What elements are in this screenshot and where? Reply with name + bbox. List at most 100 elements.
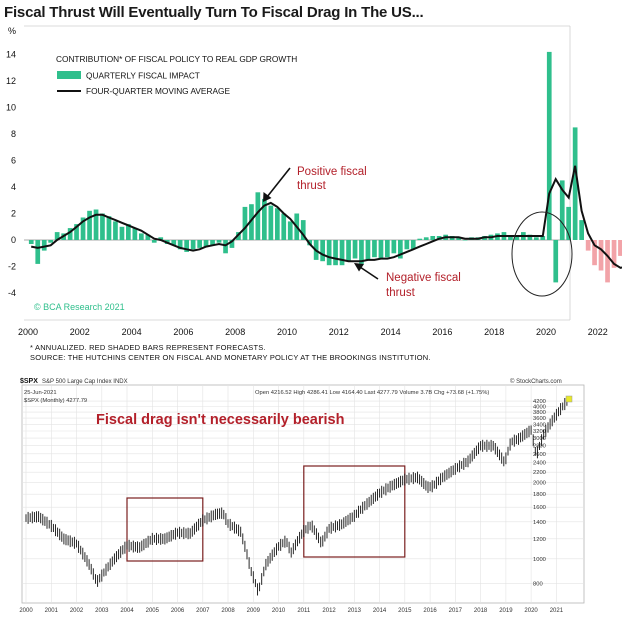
fiscal-impact-bar [579,220,584,240]
top-x-tick: 2016 [432,327,452,337]
fiscal-impact-bar [365,240,371,260]
spx-x-tick: 2007 [196,608,210,614]
spx-x-tick: 2012 [322,608,336,614]
fiscal-impact-bar [553,240,559,283]
top-y-unit: % [8,26,16,36]
spx-y-tick: 1800 [533,492,546,498]
fiscal-impact-bar [126,224,131,240]
bca-watermark: © BCA Research 2021 [34,302,125,312]
fiscal-impact-bar [592,240,597,266]
fiscal-impact-bar [80,217,86,240]
fiscal-impact-bar [585,240,591,251]
fiscal-drag-headline: Fiscal drag isn't necessarily bearish [96,412,344,428]
top-y-tick: 2 [11,209,16,219]
fiscal-impact-bars [28,51,622,283]
spx-y-tick: 3800 [533,410,546,416]
fiscal-impact-bar [203,240,209,247]
spx-y-axis: 4200400038003600340032003000280026002400… [533,399,546,587]
top-y-tick: -4 [8,288,16,298]
top-x-tick: 2020 [536,327,556,337]
spx-x-tick: 2017 [449,608,463,614]
fiscal-impact-bar [48,240,53,243]
stockcharts-credit: © StockCharts.com [510,378,562,385]
fiscal-impact-bar [423,237,429,240]
forecast-circle [511,211,573,297]
spx-y-tick: 1600 [533,505,546,511]
spx-x-tick: 2005 [146,608,160,614]
fiscal-impact-bar [255,192,261,240]
spx-y-tick: 800 [533,581,543,587]
fiscal-impact-bar [249,204,254,240]
top-chart-subtitle: CONTRIBUTION* OF FISCAL POLICY TO REAL G… [56,54,297,64]
spx-y-tick: 3000 [533,436,546,442]
fiscal-impact-bar [93,209,99,240]
fiscal-impact-bar [320,240,325,262]
fiscal-impact-bar [611,240,617,268]
spx-y-tick: 3200 [533,429,546,435]
spx-x-tick: 2009 [247,608,261,614]
fiscal-impact-bar [190,240,196,250]
negative-thrust-label-line2: thrust [386,287,416,299]
moving-average-line [31,165,622,269]
spx-name: S&P 500 Large Cap Index INDX [42,379,128,385]
fiscal-impact-bar [171,240,177,246]
footnote-annualized: * ANNUALIZED. RED SHADED BARS REPRESENT … [30,343,266,352]
top-x-tick: 2006 [173,327,193,337]
fiscal-impact-bar [242,206,248,240]
fiscal-impact-bar [197,240,202,248]
fiscal-impact-bar [462,240,468,241]
footnote-source: SOURCE: THE HUTCHINS CENTER ON FISCAL AN… [30,353,431,362]
fiscal-impact-bar [184,240,189,252]
spx-y-tick: 4200 [533,399,546,405]
legend-bar-label: QUARTERLY FISCAL IMPACT [86,71,200,81]
positive-thrust-label-line1: Positive fiscal [297,166,367,178]
fiscal-impact-bar [41,240,47,251]
fiscal-impact-bar [618,240,622,256]
spx-x-tick: 2015 [398,608,412,614]
spx-x-tick: 2016 [423,608,437,614]
top-x-axis: 2000 2002 2004 2006 2008 2010 2012 2014 2016 2018… [18,327,608,337]
spx-symbol: $SPX [20,378,38,385]
fiscal-impact-bar [216,240,222,243]
spx-x-tick: 2006 [171,608,185,614]
spx-x-tick: 2002 [70,608,84,614]
fiscal-impact-bar [385,240,390,258]
fiscal-impact-bar [262,198,267,240]
spx-series-label: $SPX (Monthly) 4277.79 [24,398,87,404]
fiscal-impact-bar [378,240,384,259]
fiscal-impact-bar [287,221,293,240]
fiscal-impact-bar [268,205,274,241]
fiscal-impact-bar [333,240,338,266]
legend-bar-swatch [57,71,81,79]
highlight-boxes [126,465,406,562]
fiscal-impact-bar [559,180,565,240]
spx-x-tick: 2004 [120,608,134,614]
positive-thrust-arrow [266,167,291,198]
fiscal-impact-bar [74,224,79,240]
fiscal-impact-bar [430,236,436,240]
fiscal-impact-bar [223,240,228,254]
chart-title: Fiscal Thrust Will Eventually Turn To Fi… [4,4,424,21]
fiscal-impact-bar [598,240,604,271]
negative-thrust-label-line1: Negative fiscal [386,272,461,284]
top-x-tick: 2014 [381,327,401,337]
fiscal-impact-bar [391,240,397,254]
fiscal-impact-bar [119,226,125,241]
spx-y-tick: 1200 [533,537,546,543]
top-x-tick: 2012 [329,327,349,337]
spx-y-tick: 1400 [533,520,546,526]
spx-x-tick: 2010 [272,608,286,614]
spx-y-tick: 2600 [533,452,546,458]
spx-x-tick: 2014 [373,608,387,614]
fiscal-impact-bar [540,236,546,240]
top-x-tick: 2008 [225,327,245,337]
spx-y-tick: 4000 [533,405,546,411]
spx-x-tick: 2018 [474,608,488,614]
fiscal-impact-bar [546,51,552,241]
fiscal-impact-bar [566,206,571,240]
fiscal-impact-bar [534,237,539,240]
top-y-tick: 12 [6,76,16,86]
top-y-tick: -2 [8,262,16,272]
spx-y-tick: 2000 [533,481,546,487]
spx-y-tick: 3600 [533,416,546,422]
